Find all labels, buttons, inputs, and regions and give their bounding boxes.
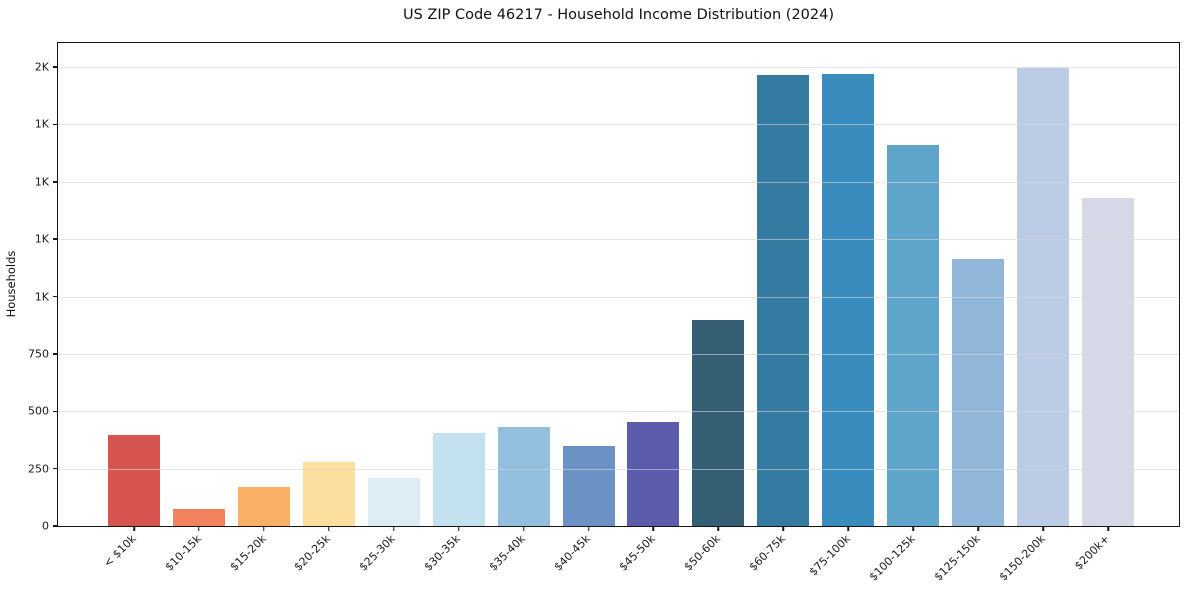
x-tick-mark [847, 526, 850, 531]
x-tick-label: $75-100k [806, 532, 853, 579]
y-tick-mark [53, 123, 58, 126]
chart-title: US ZIP Code 46217 - Household Income Dis… [402, 7, 835, 23]
x-tick-mark [328, 526, 330, 531]
bar [108, 435, 160, 526]
plot-border [57, 42, 1180, 527]
x-tick-label: $50-60k [681, 532, 723, 574]
gridline [58, 468, 1179, 470]
gridline [58, 411, 1179, 413]
x-tick-mark [522, 526, 525, 531]
x-tick-label: $200k+ [1072, 532, 1113, 573]
bar [1082, 197, 1134, 526]
gridline [58, 124, 1179, 126]
gridline [58, 67, 1179, 69]
y-tick-label: 750 [28, 347, 49, 361]
bar [627, 421, 680, 526]
x-tick-mark [457, 526, 460, 531]
x-tick-label: $45-50k [616, 532, 658, 574]
x-tick-label: $60-75k [746, 532, 788, 574]
x-tick-label: $25-30k [356, 532, 399, 574]
x-tick-mark [133, 526, 135, 531]
x-tick-mark [717, 526, 720, 531]
bar [497, 427, 550, 526]
y-tick-label: 1K [34, 117, 49, 131]
x-tick-label: $10-15k [162, 532, 204, 574]
y-tick-label: 250 [28, 462, 49, 476]
y-tick-mark [53, 295, 58, 298]
x-tick-mark [587, 526, 590, 531]
y-tick-mark [53, 410, 58, 413]
bar [237, 487, 290, 526]
x-tick-label: $100-125k [866, 532, 918, 584]
plot-area: 0 250 500 750 1K 1K 1K 1K 2K < $10k $10-15k $15-20… [28, 42, 1180, 583]
y-tick-label: 500 [28, 404, 49, 418]
x-tick-label: $20-25k [292, 532, 334, 574]
x-tick-mark [1042, 526, 1044, 531]
bar [172, 508, 225, 526]
x-tick-mark [198, 526, 200, 531]
x-tick-label: $15-20k [227, 532, 269, 574]
gridline [58, 353, 1179, 355]
y-tick-label: 1K [34, 175, 49, 189]
x-tick-label: $30-35k [421, 532, 464, 574]
bar [367, 477, 420, 526]
bar [952, 258, 1005, 526]
bar [887, 145, 940, 526]
y-tick-mark [53, 467, 58, 470]
y-tick-label: 1K [34, 290, 49, 304]
x-tick-label: $40-45k [551, 532, 594, 574]
x-tick-mark [392, 526, 395, 531]
y-tick-mark [53, 525, 58, 527]
y-tick-label: 0 [42, 519, 49, 533]
gridline [58, 181, 1179, 183]
bar [432, 433, 485, 526]
bar [692, 319, 745, 526]
y-tick-mark [53, 66, 58, 68]
x-tick-mark [912, 526, 914, 531]
y-tick-label: 2K [34, 60, 49, 74]
y-tick-mark [53, 353, 58, 355]
x-tick-mark [1107, 526, 1109, 531]
y-tick-mark [53, 181, 58, 183]
y-tick-mark [53, 238, 58, 240]
y-tick-label: 1K [34, 232, 49, 246]
gridline [58, 239, 1179, 241]
bar [562, 445, 615, 526]
x-tick-label: < $10k [100, 532, 139, 570]
bar [302, 461, 355, 526]
bar [822, 73, 875, 526]
x-tick-label: $150-200k [996, 532, 1048, 584]
gridline [58, 296, 1179, 298]
y-axis-label: Households [4, 250, 18, 318]
x-tick-label: $125-150k [931, 532, 983, 584]
x-tick-mark [977, 526, 979, 531]
x-tick-label: $35-40k [486, 532, 529, 574]
x-tick-mark [263, 526, 265, 531]
x-tick-mark [782, 526, 785, 531]
bar [757, 75, 810, 526]
x-tick-mark [652, 526, 655, 531]
